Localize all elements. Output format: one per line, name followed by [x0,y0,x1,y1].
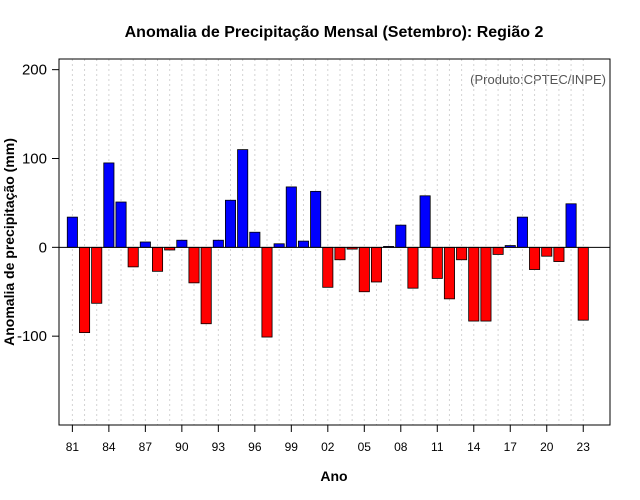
x-tick-label: 02 [321,440,335,454]
bar [273,243,285,248]
x-tick-label: 81 [66,440,80,454]
bar [395,224,407,248]
x-tick-label: 08 [394,440,408,454]
bar [127,246,139,268]
x-tick-label: 99 [285,440,299,454]
y-tick-label: -100 [17,328,47,345]
bar [431,246,443,279]
bars-group [66,149,589,338]
bar [541,246,553,257]
x-tick-label: 93 [212,440,226,454]
bar [91,246,103,304]
y-tick-label: 200 [22,62,47,79]
y-tick-label: 100 [22,150,47,167]
y-axis: 200 100 0 -100 [17,62,59,345]
x-tick-label: 90 [175,440,189,454]
credit-label: (Produto:CPTEC/INPE) [470,72,606,87]
bar [224,199,237,248]
x-tick-label: 96 [248,440,262,454]
x-tick-label: 05 [358,440,372,454]
bar [334,246,346,261]
bar [516,216,528,248]
bar [212,239,224,248]
bar [553,246,565,262]
bar [443,246,455,300]
bar [480,246,492,322]
x-tick-label: 20 [540,440,554,454]
x-tick-label: 14 [467,440,481,454]
bar [468,246,480,322]
bar [139,241,151,248]
bar [188,246,200,284]
bar [577,246,589,321]
plot-frame [58,58,611,426]
bar [249,231,261,248]
bar [103,162,115,248]
bar [370,246,382,283]
bar [492,246,504,255]
x-tick-label: 17 [504,440,518,454]
bar [152,246,164,272]
x-axis-title: Ano [320,468,347,484]
bar [237,149,249,248]
bar [261,246,273,338]
x-tick-label: 84 [102,440,116,454]
bar [285,186,297,248]
x-tick-label: 87 [139,440,153,454]
chart-title: Anomalia de Precipitação Mensal (Setembr… [125,24,544,41]
bar [456,246,468,261]
bar [200,246,212,325]
grid-lines [71,59,584,425]
bar [322,246,334,288]
bar [115,201,127,248]
bar [407,246,419,289]
x-axis: 81 84 87 90 93 96 99 02 05 08 11 14 17 20 23 [66,425,591,454]
y-axis-title: Anomalia de precipitação (mm) [1,138,17,346]
bar [176,239,188,248]
bar [310,190,322,248]
bar [565,203,577,248]
bar [297,240,309,248]
x-tick-label: 11 [431,440,444,454]
bar [79,246,91,334]
x-tick-label: 23 [577,440,591,454]
bar [419,195,431,248]
bar [358,246,370,293]
bar [529,246,541,270]
bar [66,216,78,248]
y-tick-label: 0 [39,239,47,256]
